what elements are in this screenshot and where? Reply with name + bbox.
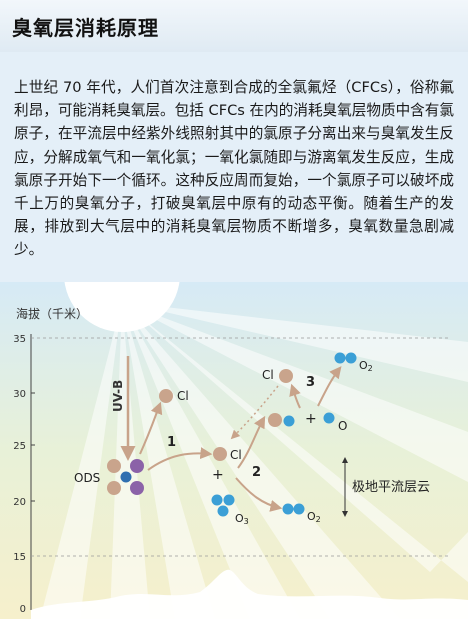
- cl-label-released: Cl: [177, 389, 189, 403]
- ozone-molecule: [211, 494, 235, 517]
- ods-chlorine-atom-2: [107, 481, 121, 495]
- o2-step-2-label-o: O: [307, 510, 316, 523]
- ods-molecule: [107, 459, 144, 495]
- o2-step-3-atom-1: [334, 352, 346, 364]
- step-3-arrow-left: [289, 383, 301, 409]
- cl-label-middle: Cl: [230, 448, 242, 462]
- ods-label: ODS: [74, 471, 100, 485]
- free-oxygen-atom: [323, 412, 335, 424]
- ozone-oxygen-atom-2: [223, 494, 235, 506]
- step-2-arrow-down: [235, 477, 283, 512]
- chlorine-atom-regenerated: [279, 369, 293, 383]
- ground-mountains: [31, 569, 468, 619]
- cl-label-regenerated: Cl: [262, 368, 274, 382]
- o2-step-3-label-sub: 2: [368, 364, 373, 373]
- o2-step-2-atom-1: [282, 503, 294, 515]
- o2-label-step-3: O2: [359, 359, 373, 373]
- uvb-label: UV-B: [111, 380, 125, 412]
- plus-sign-1: +: [212, 467, 224, 483]
- ozone-oxygen-atom-1: [211, 494, 223, 506]
- ods-fluorine-atom-1: [130, 459, 144, 473]
- o2-step-2-label-sub: 2: [316, 515, 321, 524]
- tick-label-25: 25: [13, 441, 26, 452]
- ods-carbon-atom: [120, 471, 132, 483]
- plus-sign-2: +: [305, 411, 317, 427]
- ods-chlorine-atom-1: [107, 459, 121, 473]
- o2-label-step-2: O2: [307, 510, 321, 524]
- psc-range-top-arrow: [342, 457, 348, 463]
- o3-label-sub: 3: [244, 517, 249, 526]
- step-3-arrow-right: [317, 366, 342, 407]
- chlorine-atom-middle: [213, 447, 227, 461]
- altitude-ticks: 35 30 25 20 15 0: [13, 334, 448, 615]
- psc-range-bottom-arrow: [342, 511, 348, 517]
- clo-oxygen-atom: [283, 415, 295, 427]
- step-1-arrow: [147, 447, 213, 471]
- clo-chlorine-atom: [268, 413, 282, 427]
- tick-label-0: 0: [20, 604, 26, 615]
- oxygen-molecule-step-2: [282, 503, 305, 515]
- sun-icon: [64, 282, 180, 332]
- step-2-label: 2: [252, 465, 261, 480]
- o2-step-3-label-o: O: [359, 359, 368, 372]
- chlorine-atom-released: [159, 389, 173, 403]
- tick-label-35: 35: [13, 334, 26, 345]
- psc-label: 极地平流层云: [352, 480, 430, 495]
- page-title: 臭氧层消耗原理: [12, 16, 159, 40]
- step-3-label: 3: [306, 375, 315, 390]
- chlorine-monoxide-molecule: [268, 413, 295, 427]
- ozone-depletion-diagram: 海拔（千米） 35 30 25 20 15 0 UV-B ODS Cl 1 Cl…: [0, 282, 468, 619]
- header-bar: [0, 0, 468, 52]
- release-arrow: [139, 401, 163, 455]
- cycle-return-arrow: [230, 385, 279, 440]
- o3-label: O3: [235, 512, 249, 526]
- intro-paragraph: 上世纪 70 年代，人们首次注意到合成的全氯氟烃（CFCs），俗称氟利昂，可能消…: [14, 79, 454, 259]
- o3-label-o: O: [235, 512, 244, 525]
- oxygen-molecule-step-3: [334, 352, 357, 364]
- tick-label-30: 30: [13, 389, 26, 400]
- o-label-free: O: [338, 419, 347, 433]
- step-1-label: 1: [167, 435, 176, 450]
- altitude-axis-label: 海拔（千米）: [16, 306, 88, 321]
- tick-label-20: 20: [13, 497, 26, 508]
- o2-step-2-atom-2: [293, 503, 305, 515]
- o2-step-3-atom-2: [345, 352, 357, 364]
- tick-label-15: 15: [13, 552, 26, 563]
- ods-fluorine-atom-2: [130, 481, 144, 495]
- ozone-oxygen-atom-3: [217, 505, 229, 517]
- step-2-arrow-up: [237, 415, 266, 469]
